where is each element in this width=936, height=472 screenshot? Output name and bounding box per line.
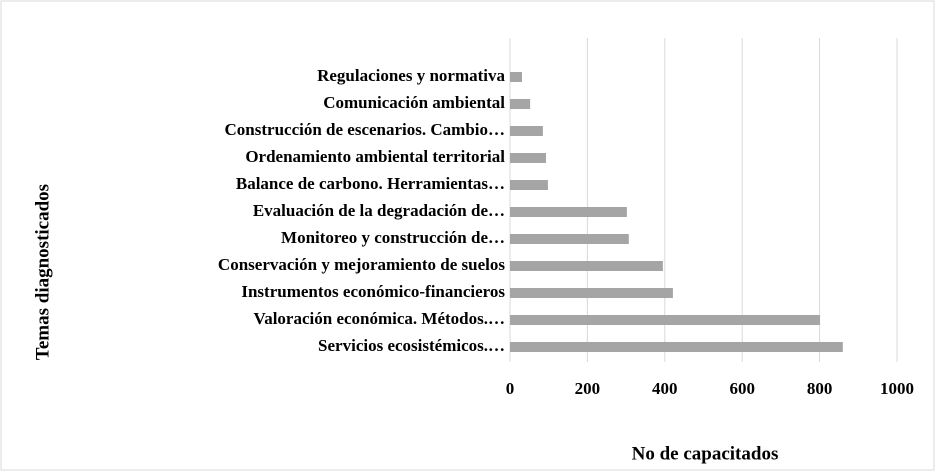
y-tick-label: Comunicación ambiental [323, 93, 505, 112]
y-tick-label: Construcción de escenarios. Cambio… [225, 120, 505, 139]
bar [510, 207, 627, 217]
x-tick-label: 800 [807, 379, 833, 398]
x-tick-label: 400 [652, 379, 678, 398]
bar [510, 261, 663, 271]
x-tick-label: 200 [575, 379, 601, 398]
y-tick-label: Monitoreo y construcción de… [281, 228, 505, 247]
y-tick-label: Evaluación de la degradación de… [253, 201, 505, 220]
bar [510, 288, 673, 298]
y-tick-label: Instrumentos económico-financieros [241, 282, 505, 301]
bar [510, 342, 843, 352]
y-tick-label: Ordenamiento ambiental territorial [245, 147, 505, 166]
x-tick-label: 1000 [880, 379, 914, 398]
x-axis-title: No de capacitados [632, 443, 779, 464]
bar [510, 99, 531, 109]
y-axis-title: Temas diagnosticados [32, 184, 53, 360]
bar [510, 315, 820, 325]
y-tick-label: Valoración económica. Métodos.… [253, 309, 505, 328]
bar [510, 126, 543, 136]
x-tick-label: 0 [506, 379, 515, 398]
x-tick-label: 600 [729, 379, 755, 398]
y-tick-label: Regulaciones y normativa [317, 66, 505, 85]
bar [510, 153, 546, 163]
y-tick-label: Conservación y mejoramiento de suelos [218, 255, 505, 274]
bar [510, 234, 629, 244]
bar [510, 180, 548, 190]
y-tick-label: Balance de carbono. Herramientas… [236, 174, 505, 193]
y-tick-label: Servicios ecosistémicos.… [318, 336, 505, 355]
bar [510, 72, 522, 82]
